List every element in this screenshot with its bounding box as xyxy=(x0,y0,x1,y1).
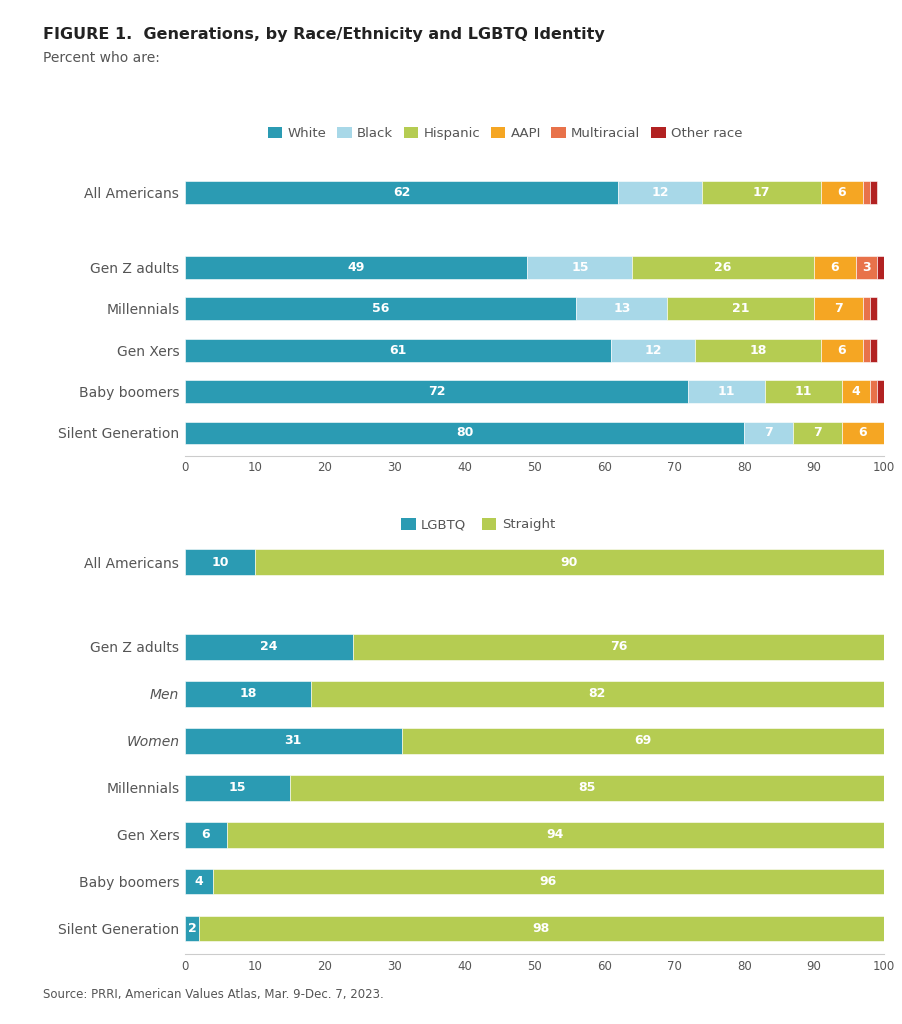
Text: 11: 11 xyxy=(795,385,813,398)
Bar xyxy=(688,380,765,402)
Bar xyxy=(667,297,815,321)
Bar xyxy=(863,181,870,204)
Bar xyxy=(213,868,884,895)
Bar xyxy=(185,297,576,321)
Bar xyxy=(185,380,688,402)
Text: 7: 7 xyxy=(764,426,773,439)
Bar xyxy=(185,256,528,279)
Bar xyxy=(870,380,877,402)
Bar xyxy=(185,915,198,941)
Text: 18: 18 xyxy=(239,687,256,700)
Text: 7: 7 xyxy=(814,426,822,439)
Bar xyxy=(353,634,884,659)
Text: 26: 26 xyxy=(714,261,732,273)
Text: 6: 6 xyxy=(201,828,210,841)
Text: 80: 80 xyxy=(456,426,474,439)
Bar xyxy=(891,422,898,444)
Text: 31: 31 xyxy=(284,734,302,748)
Bar xyxy=(185,339,612,361)
Text: 24: 24 xyxy=(260,640,278,653)
Bar xyxy=(576,297,667,321)
Bar xyxy=(185,728,401,754)
Bar xyxy=(310,681,884,707)
Text: 15: 15 xyxy=(571,261,589,273)
Bar xyxy=(185,775,290,801)
Bar xyxy=(821,339,863,361)
Bar xyxy=(198,915,884,941)
Text: 6: 6 xyxy=(859,426,868,439)
Bar xyxy=(227,821,884,848)
Bar xyxy=(185,549,254,575)
Bar xyxy=(884,422,891,444)
Text: 82: 82 xyxy=(589,687,606,700)
Legend: White, Black, Hispanic, AAPI, Multiracial, Other race: White, Black, Hispanic, AAPI, Multiracia… xyxy=(262,121,748,145)
Text: 72: 72 xyxy=(428,385,446,398)
Bar xyxy=(185,181,619,204)
Bar xyxy=(185,422,744,444)
Text: 11: 11 xyxy=(718,385,735,398)
Bar xyxy=(185,821,227,848)
Text: 69: 69 xyxy=(634,734,651,748)
Text: 10: 10 xyxy=(211,556,228,568)
Bar xyxy=(632,256,815,279)
Bar xyxy=(842,380,870,402)
Bar xyxy=(870,297,877,321)
Text: 49: 49 xyxy=(347,261,365,273)
Bar xyxy=(401,728,884,754)
Bar xyxy=(870,339,877,361)
Text: 3: 3 xyxy=(862,261,870,273)
Text: 2: 2 xyxy=(188,922,197,935)
Text: Source: PRRI, American Values Atlas, Mar. 9-Dec. 7, 2023.: Source: PRRI, American Values Atlas, Mar… xyxy=(43,988,384,1001)
Text: 62: 62 xyxy=(393,186,410,200)
Bar xyxy=(815,297,863,321)
Legend: LGBTQ, Straight: LGBTQ, Straight xyxy=(396,512,560,537)
Bar xyxy=(877,256,884,279)
Bar xyxy=(877,380,884,402)
Bar xyxy=(815,256,856,279)
Bar xyxy=(765,380,842,402)
Bar xyxy=(290,775,884,801)
Text: 4: 4 xyxy=(195,876,203,888)
Bar xyxy=(528,256,632,279)
Text: 17: 17 xyxy=(753,186,770,200)
Text: 96: 96 xyxy=(539,876,557,888)
Bar xyxy=(695,339,821,361)
Text: 13: 13 xyxy=(613,302,630,315)
Bar xyxy=(863,297,870,321)
Text: 4: 4 xyxy=(851,385,861,398)
Bar xyxy=(870,181,877,204)
Bar xyxy=(856,256,877,279)
Bar xyxy=(185,634,353,659)
Bar xyxy=(612,339,695,361)
Text: 98: 98 xyxy=(533,922,550,935)
Bar xyxy=(842,422,884,444)
Text: 15: 15 xyxy=(228,781,246,795)
Bar xyxy=(744,422,793,444)
Bar xyxy=(821,181,863,204)
Text: FIGURE 1.  Generations, by Race/Ethnicity and LGBTQ Identity: FIGURE 1. Generations, by Race/Ethnicity… xyxy=(43,27,605,42)
Text: 76: 76 xyxy=(610,640,627,653)
Text: 90: 90 xyxy=(561,556,578,568)
Bar xyxy=(863,339,870,361)
Text: 85: 85 xyxy=(578,781,595,795)
Text: 12: 12 xyxy=(651,186,669,200)
Bar xyxy=(702,181,821,204)
Bar xyxy=(793,422,842,444)
Text: 61: 61 xyxy=(390,344,407,356)
Text: 56: 56 xyxy=(372,302,390,315)
Text: 6: 6 xyxy=(831,261,840,273)
Text: 12: 12 xyxy=(645,344,662,356)
Text: 6: 6 xyxy=(838,186,846,200)
Bar xyxy=(619,181,702,204)
Text: 6: 6 xyxy=(838,344,846,356)
Text: Percent who are:: Percent who are: xyxy=(43,51,161,66)
Bar xyxy=(185,868,213,895)
Text: 7: 7 xyxy=(834,302,842,315)
Text: 21: 21 xyxy=(732,302,750,315)
Bar xyxy=(254,549,884,575)
Text: 94: 94 xyxy=(547,828,564,841)
Text: 18: 18 xyxy=(750,344,767,356)
Bar xyxy=(185,681,310,707)
